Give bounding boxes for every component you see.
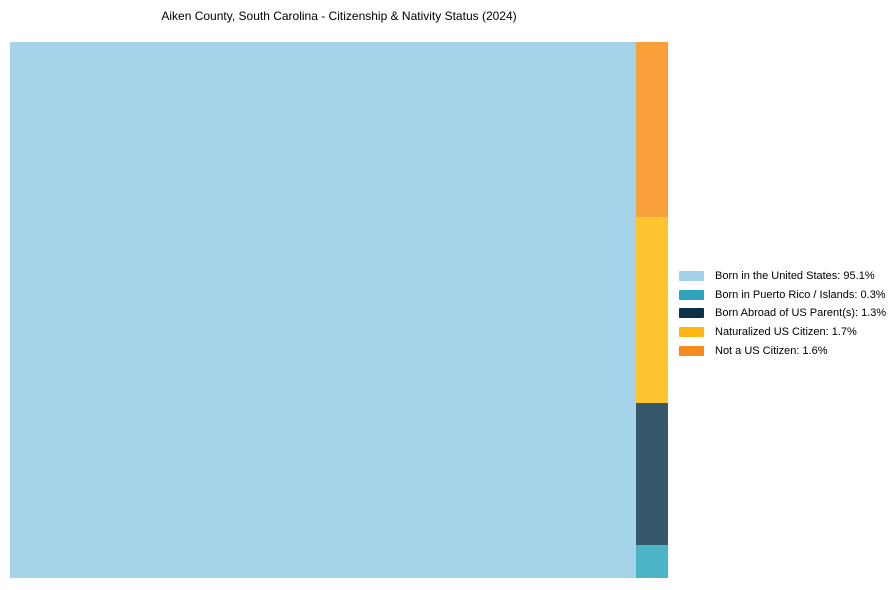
treemap-chart [10,42,668,578]
treemap-tile-naturalized-us-citizen [635,217,668,403]
legend-item: Naturalized US Citizen: 1.7% [679,323,886,342]
legend-label: Born Abroad of US Parent(s): 1.3% [715,307,887,320]
treemap-tile-born-abroad-of-us-parents [635,402,668,546]
legend-item: Born in Puerto Rico / Islands: 0.3% [679,286,886,305]
legend-label: Naturalized US Citizen: 1.7% [715,326,857,339]
legend-swatch-icon [679,308,704,319]
treemap-tile-not-a-us-citizen [635,42,668,218]
legend-swatch-icon [679,345,704,356]
legend-item: Born Abroad of US Parent(s): 1.3% [679,304,886,323]
legend-item: Not a US Citizen: 1.6% [679,341,886,360]
legend-label: Born in Puerto Rico / Islands: 0.3% [715,288,886,301]
legend-label: Born in the United States: 95.1% [715,270,875,283]
treemap-tile-born-in-united-states [10,42,636,578]
treemap-tile-born-in-puerto-rico-islands [635,545,668,578]
legend-swatch-icon [679,327,704,338]
chart-title: Aiken County, South Carolina - Citizensh… [161,9,517,23]
legend-label: Not a US Citizen: 1.6% [715,344,828,357]
chart-legend: Born in the United States: 95.1% Born in… [679,267,886,360]
treemap-minor-column [635,42,668,578]
legend-swatch-icon [679,289,704,300]
legend-swatch-icon [679,271,704,282]
legend-item: Born in the United States: 95.1% [679,267,886,286]
